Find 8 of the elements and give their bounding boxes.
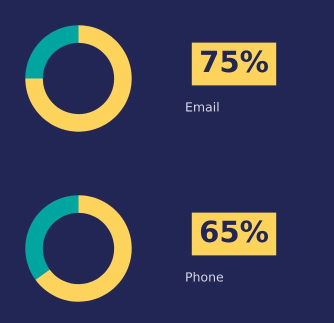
donut-slice: [25, 25, 132, 132]
donut-slice: [35, 195, 132, 302]
text: Email: [186, 102, 219, 112]
data-label: 75%: [201, 50, 268, 72]
donut-slice: [25, 195, 78, 280]
data-label: 65%: [200, 220, 268, 242]
donut-slice: [25, 25, 78, 78]
text: Phone: [186, 272, 224, 282]
